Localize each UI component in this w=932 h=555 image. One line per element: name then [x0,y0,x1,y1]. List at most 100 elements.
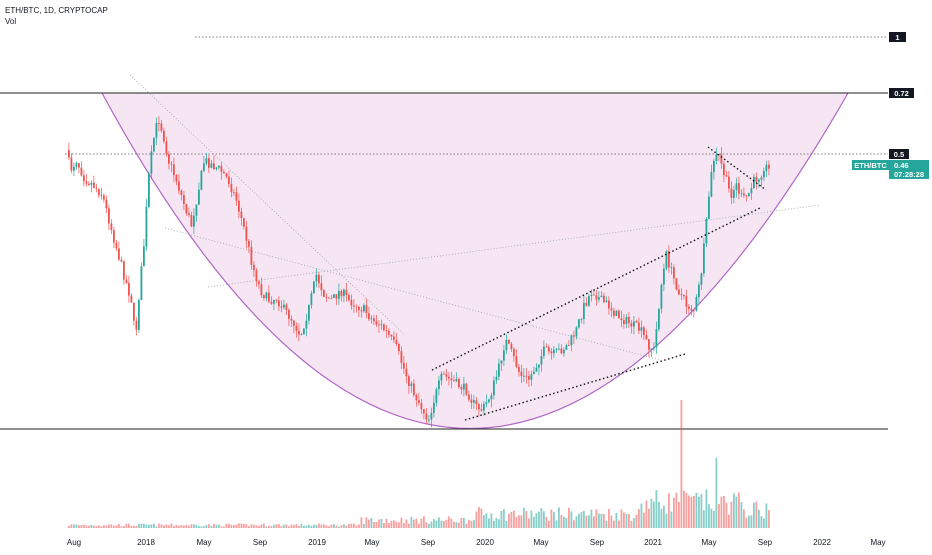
volume-bar [148,524,150,528]
volume-bar [195,524,198,528]
volume-bar [250,524,253,528]
candle-body [208,158,210,168]
candle-body [453,380,455,382]
volume-bar [428,523,430,528]
candle-body [178,181,180,191]
candle-body [555,348,558,350]
trendline-faint-2 [164,227,661,361]
candle-body [565,345,568,350]
volume-bar [185,524,188,528]
candle-body [748,193,750,197]
volume-bar [520,515,523,528]
volume-bar [490,513,493,528]
volume-bar [270,526,273,528]
candle-body [733,190,735,198]
volume-bar [383,523,385,528]
volume-bar [95,525,98,528]
volume-bar [203,526,205,528]
volume-bar [713,510,715,528]
candle-body [423,409,425,414]
candle-body [348,294,350,300]
candle-body [375,321,378,325]
volume-bar [143,523,145,528]
candle-body [210,163,213,168]
volume-bar [340,525,343,528]
candle-body [585,302,588,306]
volume-bar [83,524,85,528]
candle-body [598,297,600,300]
volume-bar [138,523,140,528]
candle-body [498,363,500,377]
candle-body [90,182,93,185]
volume-bar [595,509,598,528]
volume-bar [640,503,643,528]
volume-bar [743,509,745,528]
candle-body [513,349,515,357]
candle-body [590,294,593,297]
volume-bar [758,509,760,528]
candle-body [263,295,265,299]
candle-body [293,320,295,326]
candle-body [103,195,105,200]
volume-bar [753,502,755,528]
candle-body [510,343,513,350]
candle-body [150,151,153,174]
x-tick-label: May [533,538,548,547]
volume-bar [198,526,200,528]
volume-bar [268,525,270,528]
volume-bar [643,512,645,528]
volume-bar [215,524,218,528]
candle-body [460,386,463,390]
volume-bar [748,515,750,528]
volume-bar [288,526,290,528]
candle-body [430,412,433,420]
volume-bar [255,525,258,528]
candle-body [138,300,140,330]
candle-body [188,213,190,215]
candle-body [363,305,365,312]
candle-body [173,164,175,176]
candle-body [713,160,715,173]
candle-body [118,248,120,260]
volume-bar [68,525,70,528]
volume-bar [363,523,365,528]
volume-bar [630,520,633,528]
volume-bar [653,501,655,528]
volume-bar [373,522,375,528]
candle-body [503,350,505,361]
candle-body [288,310,290,319]
candle-body [605,300,608,303]
volume-bar [260,524,263,528]
volume-bar [613,520,615,528]
candle-body [695,297,698,311]
candle-body [390,334,393,337]
candle-body [265,292,268,299]
candle-body [83,175,85,182]
volume-bar [390,520,393,528]
volume-bar [200,526,203,528]
volume-bar [648,508,650,528]
candle-body [568,345,570,346]
candle-body [620,318,623,321]
candle-body [123,261,125,280]
volume-bar [110,524,113,528]
volume-bar [493,520,495,528]
candle-body [225,173,228,177]
candle-body [73,166,75,171]
volume-bar [605,520,608,528]
volume-bar [170,523,173,528]
volume-bar [393,520,395,528]
x-tick-label: 2020 [476,538,494,547]
candle-body [135,320,138,330]
volume-bar [205,525,208,528]
volume-bar [380,518,383,528]
candle-body [333,294,335,298]
volume-bar [415,518,418,528]
candle-body [218,165,220,168]
volume-bar [678,501,680,528]
volume-bar [280,526,283,528]
candle-body [465,383,468,395]
candle-body [325,296,328,298]
